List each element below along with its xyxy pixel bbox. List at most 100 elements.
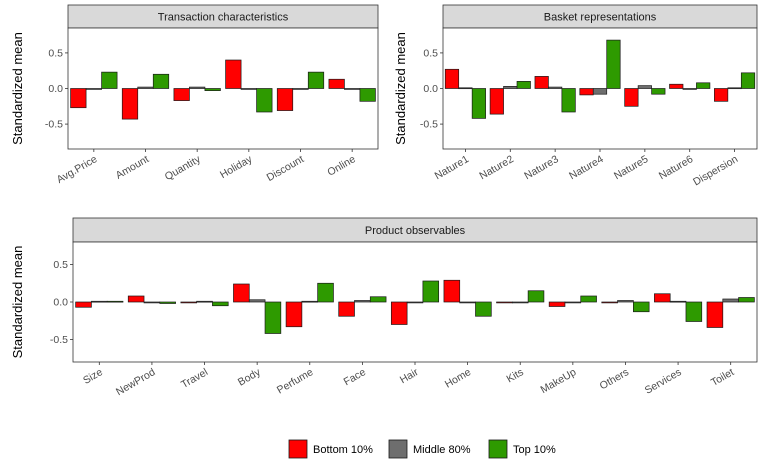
bar-nature4-1	[592, 88, 608, 95]
bar-nature3-0	[534, 76, 549, 89]
bar-toilet-2	[738, 297, 755, 303]
panel-title: Product observables	[365, 225, 466, 237]
x-tick-label: Quantity	[163, 153, 204, 183]
bar-size-2	[106, 300, 124, 303]
bar-nature2-2	[516, 81, 531, 89]
bar-nature1-2	[471, 88, 486, 119]
y-tick-label: 0.5	[48, 47, 63, 59]
legend: Bottom 10% Middle 80% Top 10%	[288, 439, 556, 459]
bar-kits-1	[511, 301, 529, 304]
bar-toilet-0	[706, 301, 724, 328]
bar-amount-1	[137, 86, 154, 89]
bar-online-1	[344, 88, 361, 90]
y-tick-label: 0.0	[423, 83, 438, 95]
bar-face-2	[369, 296, 387, 303]
bar-online-2	[359, 88, 376, 102]
bar-dispersion-2	[740, 72, 756, 89]
bar-face-1	[354, 300, 371, 303]
bar-quantity-0	[173, 88, 190, 101]
y-tick-label: -0.5	[50, 334, 68, 346]
panel-title: Basket representations	[544, 12, 657, 24]
bar-quantity-2	[204, 88, 221, 91]
x-tick-label: Dispersion	[691, 153, 740, 188]
x-tick-label: Others	[598, 366, 631, 392]
bar-hair-0	[390, 301, 408, 325]
bar-newprod-1	[143, 301, 161, 304]
bar-services-2	[685, 301, 703, 322]
bar-others-2	[633, 301, 650, 313]
legend-label-middle-80: Middle 80%	[413, 444, 471, 456]
bar-hair-2	[422, 280, 440, 303]
bar-others-0	[601, 301, 618, 304]
bar-newprod-2	[159, 301, 176, 304]
bar-kits-0	[496, 301, 513, 304]
bar-nature5-1	[637, 85, 652, 89]
bar-nature6-1	[682, 88, 697, 90]
legend-label-top-10: Top 10%	[513, 444, 556, 456]
bar-toilet-1	[722, 298, 739, 303]
y-tick-label: 0.5	[53, 259, 68, 271]
bar-discount-1	[292, 88, 309, 90]
bar-travel-1	[196, 300, 213, 303]
bar-dispersion-1	[727, 87, 742, 90]
x-tick-label: Avg.Price	[55, 153, 100, 186]
x-tick-label: Holiday	[218, 153, 255, 181]
y-axis-title: Standardized mean	[10, 32, 25, 145]
bar-nature2-0	[489, 88, 504, 115]
chart-panel-2: Product observables -0.5 0.0 0.5 Standardize…	[10, 217, 758, 398]
bar-services-1	[669, 300, 687, 303]
bar-travel-2	[212, 301, 229, 307]
bar-face-0	[338, 301, 355, 317]
bar-size-0	[75, 301, 92, 308]
bar-holiday-2	[256, 88, 273, 113]
y-axis-title: Standardized mean	[10, 246, 25, 359]
bar-avg-price-1	[85, 88, 102, 90]
x-tick-label: Online	[325, 153, 357, 179]
bar-holiday-1	[240, 88, 257, 90]
bar-discount-0	[276, 88, 294, 111]
x-tick-label: Amount	[114, 153, 151, 182]
x-tick-label: Face	[342, 366, 368, 388]
bar-nature1-0	[444, 68, 460, 89]
bar-perfume-0	[285, 301, 303, 328]
chart-panel-1: Basket representations -0.5 0.0 0.5 Standard…	[393, 4, 758, 188]
bar-amount-0	[121, 88, 139, 120]
bar-home-1	[459, 301, 476, 304]
y-tick-label: -0.5	[45, 119, 63, 131]
bar-nature1-1	[458, 87, 473, 90]
panel-title: Transaction characteristics	[158, 12, 289, 24]
x-tick-label: Home	[443, 366, 473, 390]
y-tick-label: 0.5	[423, 47, 438, 59]
x-tick-label: Toilet	[709, 366, 736, 389]
legend-key-middle-80	[388, 439, 408, 459]
bar-nature6-0	[669, 83, 684, 89]
x-tick-label: Nature6	[657, 153, 695, 182]
bar-kits-2	[527, 290, 545, 303]
bar-hair-1	[406, 301, 424, 304]
y-tick-label: 0.0	[48, 83, 63, 95]
bar-dispersion-0	[714, 88, 729, 102]
bar-perfume-1	[301, 300, 319, 303]
x-tick-label: Nature4	[567, 153, 605, 182]
legend-label-bottom-10: Bottom 10%	[313, 444, 373, 456]
bar-services-0	[654, 293, 671, 303]
bar-makeup-0	[548, 301, 566, 307]
x-tick-label: Body	[236, 366, 263, 389]
plot-area	[67, 27, 379, 150]
bar-home-0	[443, 279, 461, 303]
chart-panel-0: Transaction characteristics -0.5 0.0 0.5 Sta…	[10, 4, 379, 186]
bar-nature4-2	[606, 39, 621, 89]
x-tick-label: MakeUp	[538, 366, 578, 396]
bar-avg-price-2	[101, 71, 118, 89]
x-tick-label: Kits	[505, 366, 526, 385]
bar-nature3-2	[561, 88, 576, 113]
x-tick-label: Discount	[265, 153, 306, 184]
bar-size-1	[91, 300, 108, 303]
bar-body-1	[248, 299, 266, 303]
bar-body-2	[264, 301, 282, 334]
x-tick-label: Travel	[179, 366, 210, 391]
x-tick-label: Nature1	[433, 153, 471, 182]
bar-online-0	[328, 78, 345, 89]
y-tick-label: 0.0	[53, 297, 68, 309]
